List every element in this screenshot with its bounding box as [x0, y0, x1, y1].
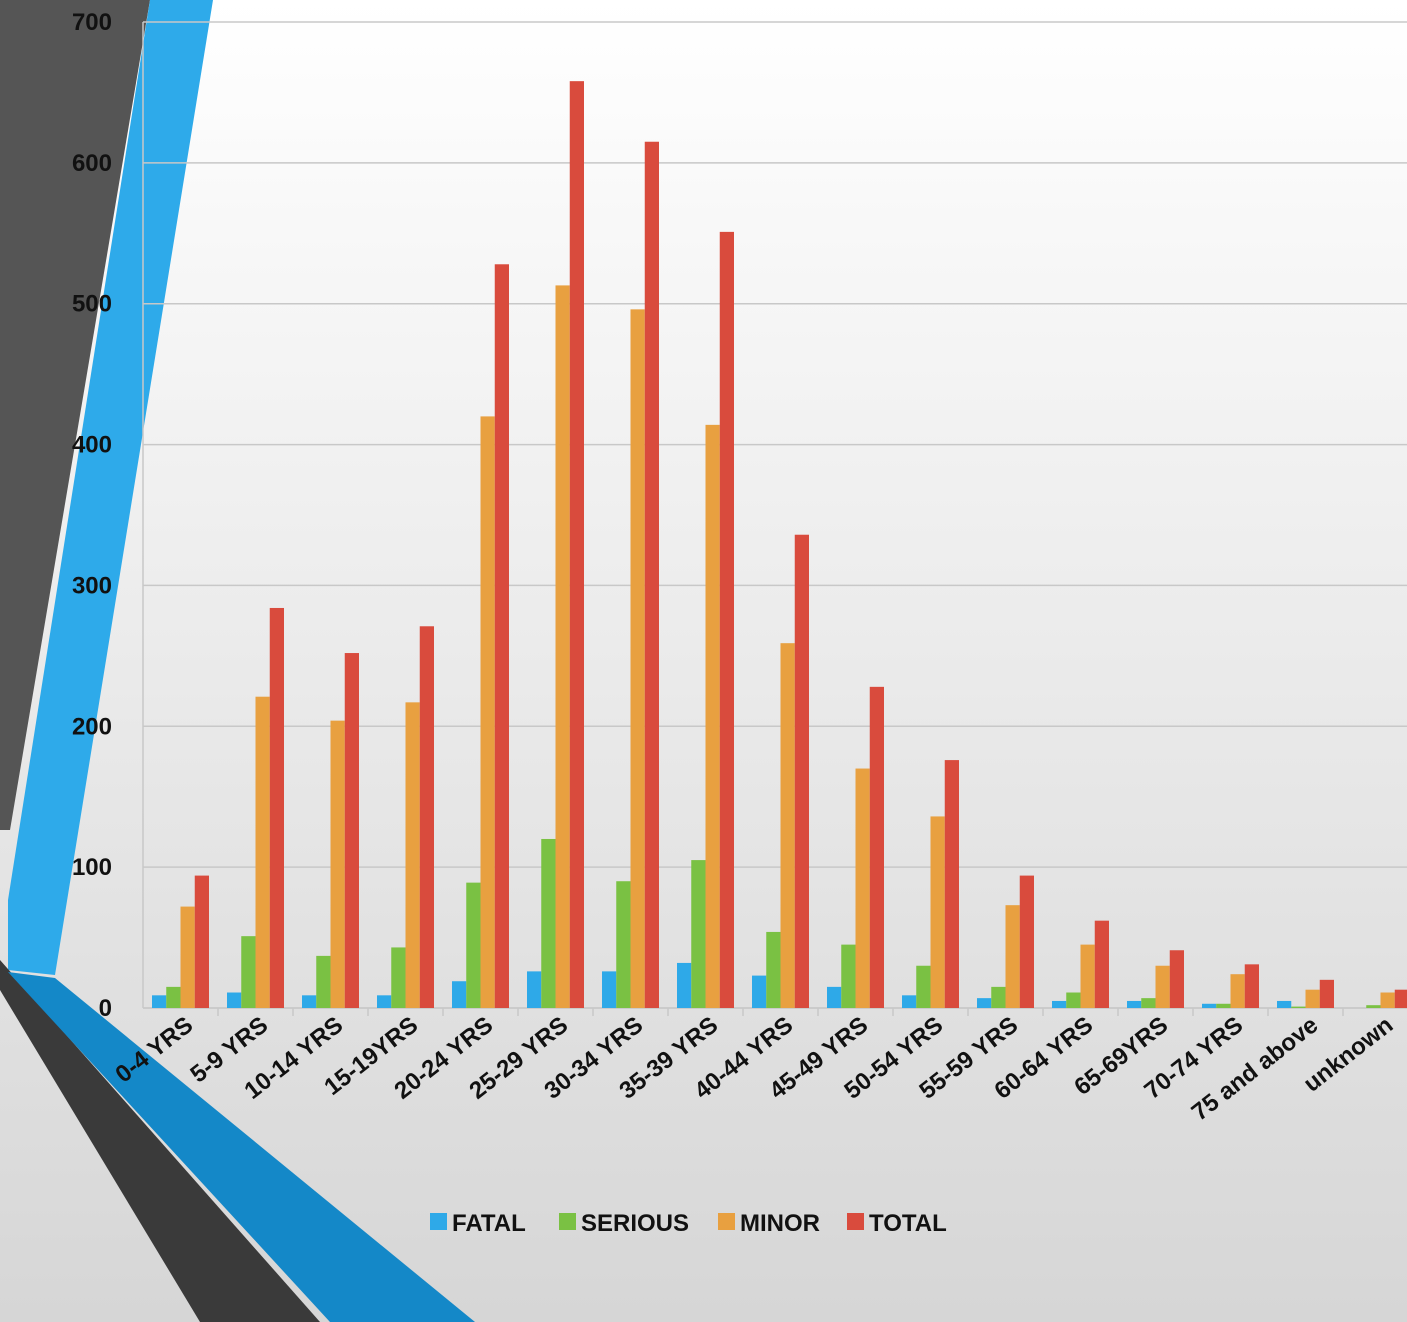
legend-label: MINOR — [740, 1210, 820, 1237]
bar — [541, 838, 556, 1008]
bar — [180, 906, 195, 1008]
decor-stripe — [0, 0, 150, 830]
bar — [555, 285, 570, 1009]
bar — [466, 882, 481, 1008]
y-tick-label: 700 — [72, 9, 112, 36]
bar — [152, 995, 167, 1008]
bar — [1141, 998, 1156, 1008]
bar — [302, 995, 317, 1008]
bar — [902, 995, 917, 1008]
bar — [794, 534, 809, 1008]
bar — [1244, 964, 1259, 1008]
bar — [391, 947, 406, 1008]
bar — [1005, 905, 1020, 1008]
bar — [752, 975, 767, 1008]
bar — [1052, 1000, 1067, 1008]
bar — [527, 971, 542, 1008]
bar — [841, 944, 856, 1008]
bar — [991, 986, 1006, 1008]
bar — [480, 416, 495, 1008]
bar — [569, 81, 584, 1008]
bar — [1305, 989, 1320, 1008]
bar — [1216, 1003, 1231, 1008]
bar — [1094, 920, 1109, 1008]
bar — [1066, 992, 1081, 1008]
bar — [1127, 1000, 1142, 1008]
bar — [377, 995, 392, 1008]
bar — [977, 998, 992, 1008]
bar — [630, 309, 645, 1008]
bar — [1366, 1005, 1381, 1008]
y-tick-label: 0 — [99, 995, 112, 1022]
bar — [705, 424, 720, 1008]
bar — [602, 971, 617, 1008]
bar — [1230, 974, 1245, 1008]
bar — [1080, 944, 1095, 1008]
legend-swatch — [559, 1213, 576, 1230]
bar — [344, 653, 359, 1008]
bar — [916, 965, 931, 1008]
decor-stripe — [8, 0, 213, 975]
bar — [494, 264, 509, 1008]
bar — [1155, 965, 1170, 1008]
y-tick-label: 200 — [72, 713, 112, 740]
y-tick-label: 600 — [72, 150, 112, 177]
legend-label: TOTAL — [869, 1210, 947, 1237]
bar — [616, 881, 631, 1008]
bar — [1277, 1000, 1292, 1008]
y-tick-label: 400 — [72, 432, 112, 459]
bar — [452, 981, 467, 1008]
bar — [869, 686, 884, 1008]
y-tick-label: 300 — [72, 572, 112, 599]
bar — [827, 986, 842, 1008]
legend-swatch — [847, 1213, 864, 1230]
bar — [930, 816, 945, 1008]
bar — [405, 702, 420, 1008]
bar — [1169, 950, 1184, 1008]
bar — [1291, 1006, 1306, 1008]
bar — [691, 860, 706, 1008]
decor-stripe — [0, 960, 320, 1322]
bar — [255, 696, 270, 1008]
bar — [227, 992, 242, 1008]
legend-label: SERIOUS — [581, 1210, 689, 1237]
bar — [944, 760, 959, 1008]
bar — [1319, 979, 1334, 1008]
bar — [1202, 1003, 1217, 1008]
bar — [269, 607, 284, 1008]
y-tick-label: 100 — [72, 854, 112, 881]
bar — [194, 875, 209, 1008]
bar — [780, 643, 795, 1008]
bar — [330, 720, 345, 1008]
bar — [316, 955, 331, 1008]
legend-swatch — [430, 1213, 447, 1230]
bar — [1019, 875, 1034, 1008]
bar — [644, 141, 659, 1008]
bar — [419, 626, 434, 1008]
decor-stripe — [8, 972, 475, 1322]
y-tick-label: 500 — [72, 291, 112, 318]
bar — [719, 231, 734, 1008]
bar — [241, 936, 256, 1008]
bar — [677, 962, 692, 1008]
bar — [766, 931, 781, 1008]
bar — [1380, 992, 1395, 1008]
bar — [166, 986, 181, 1008]
legend-swatch — [718, 1213, 735, 1230]
bar — [855, 768, 870, 1008]
legend-label: FATAL — [452, 1210, 526, 1237]
bar — [1394, 989, 1407, 1008]
